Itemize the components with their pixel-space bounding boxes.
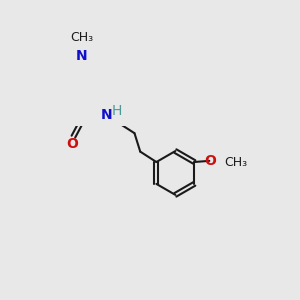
Text: N: N [76,49,87,63]
Text: O: O [66,136,78,151]
Text: N: N [101,108,112,122]
Text: CH₃: CH₃ [224,155,248,169]
Text: CH₃: CH₃ [70,31,93,44]
Text: H: H [112,104,122,118]
Text: O: O [205,154,216,168]
